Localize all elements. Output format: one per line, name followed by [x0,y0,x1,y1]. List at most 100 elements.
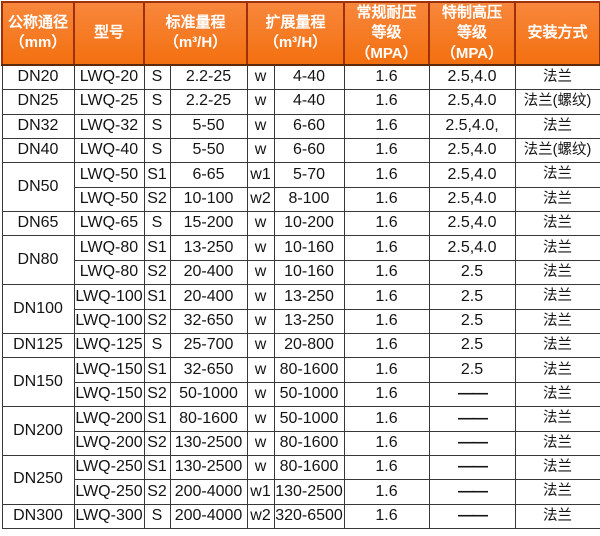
cell-nominal-diameter: DN300 [1,503,75,530]
cell-regular-pressure: 1.6 [343,479,430,505]
cell-extended-range: 130-2500 [273,479,345,505]
cell-high-pressure: 2.5,4.0 [428,89,516,115]
cell-standard-range-grade: S2 [143,479,171,505]
cell-installation: 法兰(螺纹) [514,89,600,115]
table-row: LWQ-100 S2 32-650 w 13-250 1.6 2.5 法兰 [2,308,600,335]
cell-regular-pressure: 1.6 [343,137,430,164]
cell-high-pressure: 2.5 [428,259,516,286]
cell-installation: 法兰 [514,186,600,213]
cell-model: LWQ-100 [73,284,145,310]
cell-extended-range-grade: w [246,430,275,457]
cell-installation: 法兰 [514,308,600,335]
cell-installation: 法兰 [514,381,600,408]
cell-nominal-diameter: DN150 [1,357,75,408]
col-model: 型号 [73,1,145,66]
cell-standard-range: 20-400 [169,284,248,310]
table-row: DN150 LWQ-150 S1 32-650 w 80-1600 1.6 2.5 法兰 [1,357,600,408]
cell-standard-range-grade: S [143,503,171,530]
cell-standard-range-grade: S [143,89,171,115]
table-row: LWQ-50 S2 10-100 w2 8-100 1.6 2.5,4.0 法兰 [2,186,600,213]
cell-high-pressure: —— [428,381,516,408]
cell-model: LWQ-40 [73,137,145,164]
table-row: DN125 LWQ-125 S 25-700 w 20-800 1.6 2.5 法兰 [1,333,600,359]
not-available-dash: —— [458,433,488,451]
cell-standard-range: 25-700 [169,333,248,359]
cell-standard-range: 130-2500 [169,430,248,457]
cell-model: LWQ-32 [73,113,145,139]
cell-standard-range: 6-65 [169,162,248,188]
cell-model: LWQ-125 [73,333,145,359]
cell-high-pressure: —— [428,479,516,505]
cell-standard-range-grade: S1 [143,357,171,383]
cell-high-pressure: 2.5,4.0 [428,186,516,213]
cell-standard-range: 130-2500 [169,454,248,481]
cell-extended-range-grade: w2 [246,503,275,530]
cell-installation: 法兰 [514,503,600,530]
cell-model: LWQ-20 [73,64,145,91]
cell-high-pressure: 2.5 [428,357,516,383]
cell-extended-range: 50-1000 [273,406,345,432]
table-row: LWQ-200 S2 130-2500 w 80-1600 1.6 —— 法兰 [2,430,600,457]
col-installation: 安装方式 [514,1,600,66]
cell-regular-pressure: 1.6 [343,186,430,213]
cell-extended-range-grade: w2 [246,186,275,213]
cell-standard-range-grade: S1 [143,235,171,261]
cell-model: LWQ-250 [73,479,145,505]
cell-regular-pressure: 1.6 [343,259,430,286]
table-row: DN300 LWQ-300 S 200-4000 w2 320-6500 1.6 —— 法兰 [1,503,600,530]
cell-extended-range-grade: w [246,64,275,91]
col-nominal-diameter: 公称通径 （mm） [1,1,75,66]
cell-extended-range: 10-160 [273,235,345,261]
cell-extended-range-grade: w [246,357,275,383]
cell-regular-pressure: 1.6 [343,381,430,408]
table-row: LWQ-80 S2 20-400 w 10-160 1.6 2.5 法兰 [2,259,600,286]
cell-extended-range: 8-100 [273,186,345,213]
col-high-pressure: 特制高压等级（MPA） [428,1,516,66]
cell-extended-range: 6-60 [273,113,345,139]
cell-extended-range-grade: w [246,137,275,164]
table-row: DN20 LWQ-20 S 2.2-25 w 4-40 1.6 2.5,4.0 法兰 [1,64,600,91]
cell-model: LWQ-150 [73,357,145,383]
cell-extended-range-grade: w [246,284,275,310]
cell-high-pressure: 2.5,4.0 [428,64,516,91]
cell-nominal-diameter: DN250 [1,455,75,505]
cell-nominal-diameter: DN125 [1,333,75,359]
cell-standard-range-grade: S [143,137,171,164]
cell-regular-pressure: 1.6 [343,284,430,310]
cell-high-pressure: 2.5,4.0 [428,137,516,164]
cell-installation: 法兰(螺纹) [514,137,600,164]
cell-standard-range-grade: S1 [143,284,171,310]
cell-regular-pressure: 1.6 [343,211,430,237]
cell-nominal-diameter: DN20 [1,64,75,91]
col-extended-range: 扩展量程 （m³/H） [246,1,345,66]
cell-standard-range-grade: S2 [143,259,171,286]
cell-extended-range: 50-1000 [273,381,345,408]
cell-standard-range: 80-1600 [169,406,248,432]
cell-regular-pressure: 1.6 [343,113,430,139]
header-label-line: 特制高压 [441,4,502,21]
cell-regular-pressure: 1.6 [343,89,430,115]
cell-extended-range: 20-800 [273,333,345,359]
cell-extended-range: 13-250 [273,308,345,335]
cell-nominal-diameter: DN50 [1,162,75,213]
cell-regular-pressure: 1.6 [343,357,430,383]
cell-extended-range-grade: w [246,89,275,115]
cell-standard-range-grade: S2 [143,308,171,335]
table-row: DN50 LWQ-50 S1 6-65 w1 5-70 1.6 2.5,4.0 法兰 [1,162,600,213]
cell-standard-range-grade: S1 [143,454,171,481]
table-row: DN40 LWQ-40 S 5-50 w 6-60 1.6 2.5,4.0 法兰(螺纹) [1,137,600,164]
header-label-line: 等级（MPA） [440,24,504,62]
cell-installation: 法兰 [514,162,600,188]
cell-extended-range: 320-6500 [273,503,345,530]
cell-high-pressure: 2.5,4.0, [428,113,516,139]
cell-high-pressure: 2.5,4.0 [428,162,516,188]
cell-nominal-diameter: DN200 [1,406,75,456]
cell-installation: 法兰 [514,113,600,139]
cell-extended-range: 80-1600 [273,357,345,383]
cell-standard-range: 50-1000 [169,381,248,408]
cell-standard-range-grade: S2 [143,186,171,213]
cell-extended-range-grade: w [246,308,275,335]
table-body: DN20 LWQ-20 S 2.2-25 w 4-40 1.6 2.5,4.0 法兰 DN25 LW… [1,64,600,530]
header-label-line: 等级（MPA） [355,24,418,62]
